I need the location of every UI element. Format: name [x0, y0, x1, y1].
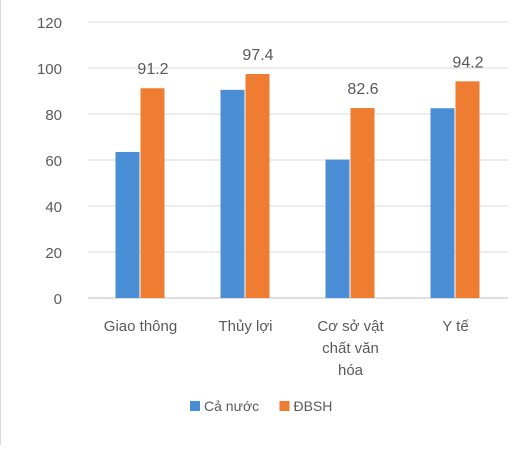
bar-ca-nuoc	[115, 151, 140, 298]
data-label: 82.6	[347, 81, 378, 98]
legend-swatch	[190, 401, 200, 411]
bar-ca-nuoc	[430, 108, 455, 298]
y-tick-label: 80	[45, 107, 62, 124]
y-tick-label: 60	[45, 153, 62, 170]
x-tick-label: Giao thông	[104, 318, 177, 335]
x-tick-label: Thủy lợi	[218, 318, 272, 335]
left-border	[0, 0, 1, 445]
bar-dbsh	[455, 81, 480, 298]
y-tick-label: 0	[54, 291, 62, 308]
x-tick-label: Cơ sở vật	[317, 318, 384, 335]
y-tick-label: 100	[37, 61, 62, 78]
data-label: 97.4	[242, 47, 273, 64]
data-label: 94.2	[452, 54, 483, 71]
bar-ca-nuoc	[325, 159, 350, 298]
x-tick-label: Y tế	[442, 318, 469, 335]
legend-swatch	[279, 401, 290, 411]
bar-ca-nuoc	[220, 89, 245, 298]
legend-label: Cả nước	[204, 398, 259, 414]
y-tick-label: 20	[45, 245, 62, 262]
data-label: 91.2	[137, 61, 168, 78]
bar-dbsh	[350, 108, 375, 299]
bar-dbsh	[245, 73, 270, 298]
legend-label: ĐBSH	[294, 398, 333, 414]
x-tick-label: hóa	[338, 362, 364, 379]
bar-dbsh	[140, 88, 165, 299]
y-tick-label: 40	[45, 199, 62, 216]
y-tick-label: 120	[37, 15, 62, 32]
x-tick-label: chất văn	[322, 340, 379, 357]
